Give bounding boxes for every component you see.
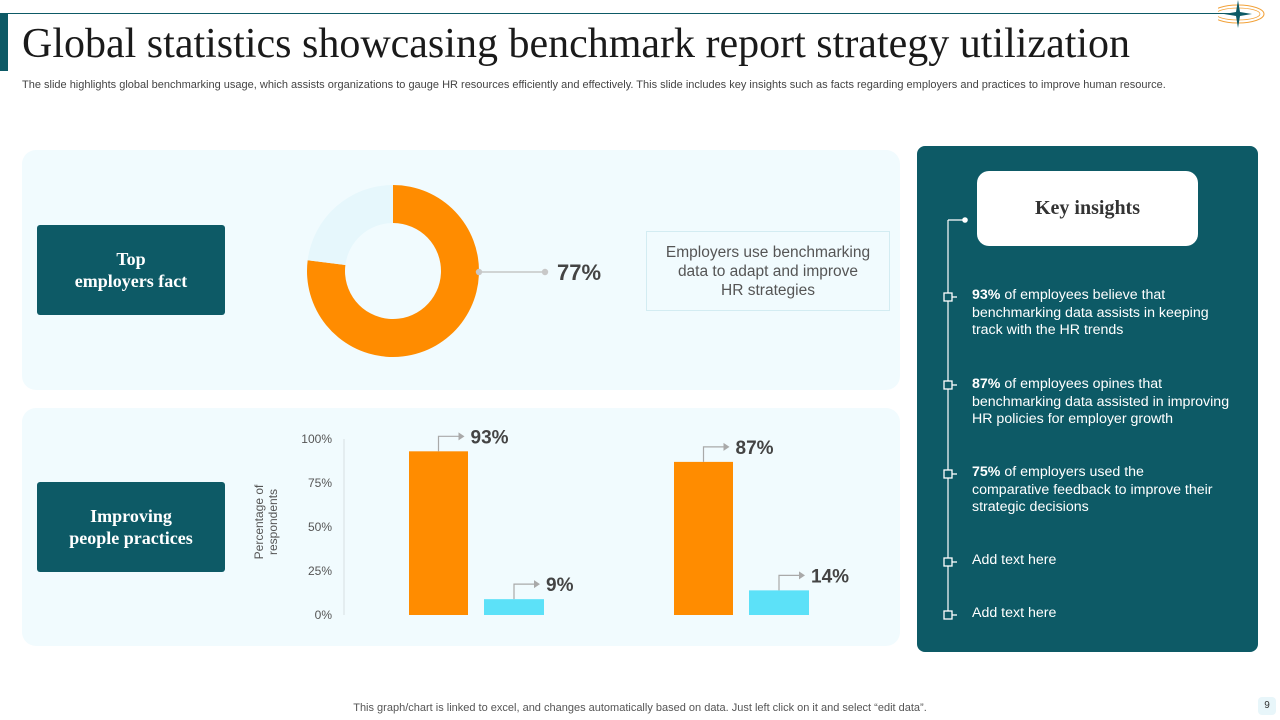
bar-connector bbox=[702, 446, 726, 462]
insight-2-text1: of employees opines that bbox=[1000, 376, 1163, 392]
page-title: Global statistics showcasing benchmark r… bbox=[22, 21, 1131, 67]
bar bbox=[674, 461, 733, 615]
bar-value-label: 87% bbox=[736, 438, 774, 459]
insight-1-value: 93% bbox=[972, 287, 1001, 303]
insight-1-text2: benchmarking data assists in keeping bbox=[972, 304, 1209, 321]
bar bbox=[409, 451, 468, 615]
title-accent-bar bbox=[0, 14, 8, 71]
compass-icon bbox=[1218, 0, 1265, 28]
insight-item-3: 75% of employers used the comparative fe… bbox=[972, 464, 1242, 517]
donut-chart bbox=[307, 185, 479, 357]
insight-2-value: 87% bbox=[972, 376, 1001, 392]
bar-connector bbox=[778, 574, 801, 591]
bar-connector-arrow bbox=[534, 580, 540, 589]
y-axis-title: Percentage ofrespondents bbox=[252, 484, 280, 559]
page-number: 9 bbox=[1258, 697, 1276, 715]
people-practices-label-line2: people practices bbox=[69, 528, 193, 548]
bar-chart: 0% 25% 50% 75% 100% Percentage ofrespondents 9… bbox=[252, 427, 849, 622]
y-tick-label: 50% bbox=[308, 520, 332, 534]
donut-connector bbox=[475, 268, 549, 276]
y-tick-label: 25% bbox=[308, 564, 332, 578]
top-employers-label: Top employers fact bbox=[37, 225, 225, 315]
insight-3-text2: comparative feedback to improve their bbox=[972, 481, 1213, 498]
bar-value-label: 93% bbox=[471, 427, 509, 448]
insight-1-text1: of employees believe that bbox=[1000, 287, 1166, 303]
insight-2-text3: HR policies for employer growth bbox=[972, 411, 1174, 427]
insight-3-text3: strategic decisions bbox=[972, 499, 1089, 515]
top-employers-label-line1: Top bbox=[116, 249, 146, 269]
employers-callout: Employers use benchmarking data to adapt… bbox=[646, 231, 890, 311]
callout-line1: Employers use benchmarking bbox=[665, 244, 871, 261]
insight-1-text3: track with the HR trends bbox=[972, 322, 1124, 338]
insight-item-2: 87% of employees opines that benchmarkin… bbox=[972, 376, 1242, 429]
bar bbox=[484, 599, 544, 615]
bar-connector bbox=[513, 583, 536, 600]
y-tick-label: 75% bbox=[308, 476, 332, 490]
bar-connector bbox=[437, 435, 461, 452]
header-rule bbox=[0, 13, 1232, 14]
insight-item-4: Add text here bbox=[972, 552, 1057, 568]
key-insights-heading: Key insights bbox=[977, 171, 1198, 246]
insight-item-5: Add text here bbox=[972, 605, 1057, 621]
people-practices-label: Improving people practices bbox=[37, 482, 225, 572]
bar-value-label: 14% bbox=[811, 566, 849, 587]
bar-value-label: 9% bbox=[546, 575, 574, 596]
donut-slice bbox=[307, 185, 479, 357]
page-subtitle: The slide highlights global benchmarking… bbox=[22, 79, 1166, 91]
callout-line3: HR strategies bbox=[721, 282, 815, 299]
donut-slice bbox=[307, 185, 393, 265]
y-tick-label: 0% bbox=[315, 608, 333, 622]
bar bbox=[749, 590, 809, 615]
top-employers-label-line2: employers fact bbox=[74, 271, 188, 291]
insight-item-1: 93% of employees believe that benchmarki… bbox=[972, 287, 1242, 340]
insight-2-text2: benchmarking data assisted in improving bbox=[972, 393, 1230, 410]
bar-connector-arrow bbox=[458, 432, 465, 441]
donut-value-label: 77% bbox=[557, 260, 602, 285]
y-tick-label: 100% bbox=[301, 432, 332, 446]
insight-3-value: 75% bbox=[972, 464, 1001, 480]
insights-timeline bbox=[943, 217, 968, 620]
footer-note: This graph/chart is linked to excel, and… bbox=[353, 702, 927, 714]
callout-line2: data to adapt and improve bbox=[677, 263, 859, 280]
insight-3-text1: of employers used the bbox=[1000, 464, 1144, 480]
people-practices-label-line1: Improving bbox=[90, 506, 172, 526]
bar-connector-arrow bbox=[799, 571, 805, 580]
bar-connector-arrow bbox=[723, 442, 730, 451]
